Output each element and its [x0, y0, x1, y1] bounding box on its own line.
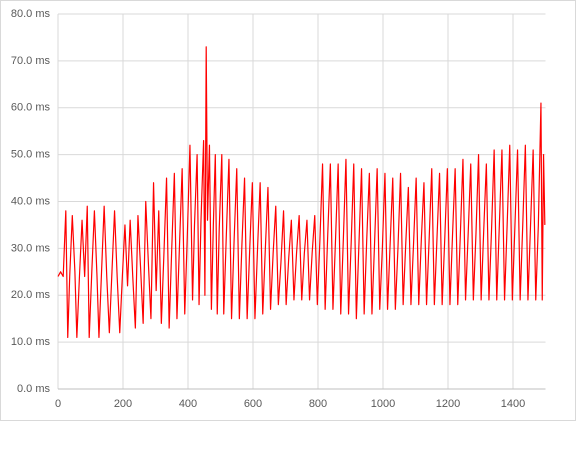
y-tick-label: 0.0 ms: [17, 383, 51, 395]
y-tick-label: 30.0 ms: [11, 242, 51, 254]
y-tick-label: 60.0 ms: [11, 102, 51, 114]
x-tick-label: 1200: [436, 398, 460, 410]
x-tick-label: 400: [179, 398, 197, 410]
x-tick-label: 1000: [371, 398, 395, 410]
x-tick-label: 200: [114, 398, 132, 410]
y-tick-label: 80.0 ms: [11, 8, 51, 20]
y-tick-label: 40.0 ms: [11, 195, 51, 207]
y-tick-label: 70.0 ms: [11, 55, 51, 67]
y-tick-label: 20.0 ms: [11, 289, 51, 301]
y-tick-label: 50.0 ms: [11, 149, 51, 161]
x-tick-label: 0: [55, 398, 61, 410]
x-tick-label: 1400: [501, 398, 525, 410]
x-tick-label: 800: [309, 398, 327, 410]
y-tick-label: 10.0 ms: [11, 336, 51, 348]
line-series: [57, 46, 546, 339]
x-tick-label: 600: [244, 398, 262, 410]
